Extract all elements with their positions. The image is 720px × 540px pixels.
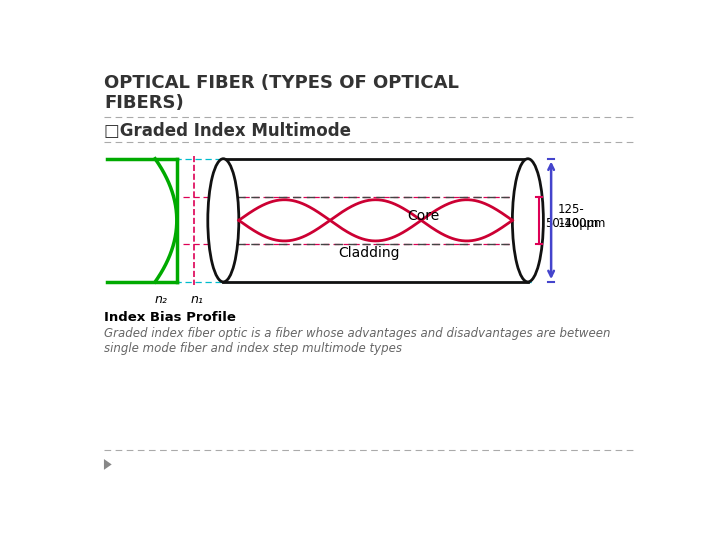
Bar bbox=[223, 159, 528, 282]
Polygon shape bbox=[104, 459, 112, 470]
Text: 50-100μm: 50-100μm bbox=[545, 217, 606, 230]
Text: OPTICAL FIBER (TYPES OF OPTICAL: OPTICAL FIBER (TYPES OF OPTICAL bbox=[104, 74, 459, 92]
Text: FIBERS): FIBERS) bbox=[104, 94, 184, 112]
Ellipse shape bbox=[208, 159, 239, 282]
Text: n₁: n₁ bbox=[191, 293, 203, 306]
Text: n₂: n₂ bbox=[155, 293, 168, 306]
Text: Graded index fiber optic is a fiber whose advantages and disadvantages are betwe: Graded index fiber optic is a fiber whos… bbox=[104, 327, 611, 355]
Ellipse shape bbox=[513, 159, 544, 282]
Text: 140μm: 140μm bbox=[557, 217, 599, 230]
Text: Cladding: Cladding bbox=[338, 246, 400, 260]
Text: Index Bias Profile: Index Bias Profile bbox=[104, 311, 236, 324]
Text: Core: Core bbox=[407, 210, 439, 224]
Text: □Graded Index Multimode: □Graded Index Multimode bbox=[104, 122, 351, 140]
Text: 125-: 125- bbox=[557, 203, 584, 216]
